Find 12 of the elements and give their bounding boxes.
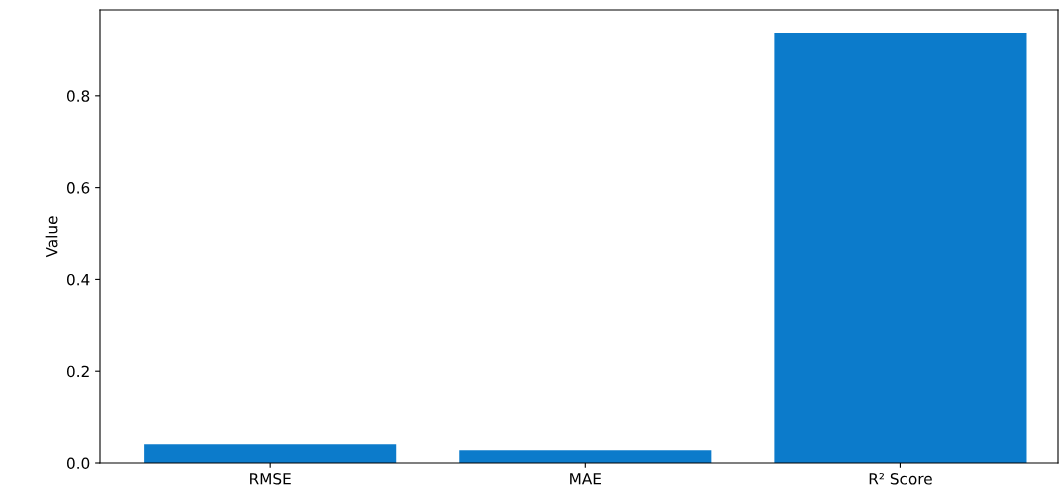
y-axis-title: Value bbox=[45, 216, 58, 258]
y-tick-label: 0.8 bbox=[66, 90, 90, 102]
y-tick-label: 0.0 bbox=[66, 457, 90, 470]
y-tick-label: 0.2 bbox=[66, 365, 89, 378]
x-tick-label: RMSE bbox=[250, 472, 291, 485]
x-tick-label: R² Score bbox=[869, 472, 932, 485]
y-tick-label: 0.4 bbox=[66, 273, 90, 286]
bar bbox=[144, 444, 397, 463]
x-tick-label: MAE bbox=[570, 473, 601, 485]
bar bbox=[459, 450, 712, 463]
bar bbox=[774, 32, 1027, 463]
y-tick-label: 0.6 bbox=[66, 182, 90, 194]
